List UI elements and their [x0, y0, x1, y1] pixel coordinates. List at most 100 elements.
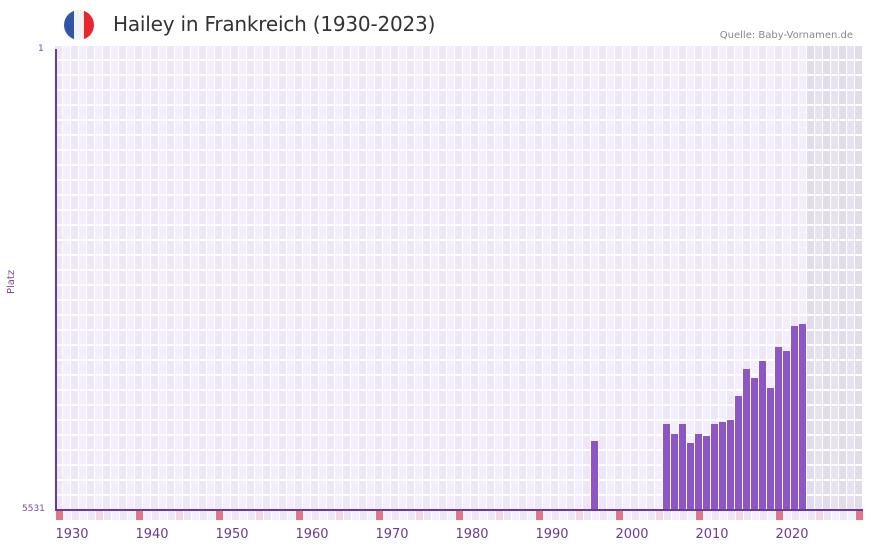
- x-tick-label: 1930: [55, 527, 89, 542]
- year-marker: [208, 511, 215, 520]
- grid-column: [311, 46, 319, 510]
- grid-column: [95, 46, 103, 510]
- year-marker: [272, 511, 279, 520]
- grid-column: [183, 46, 191, 510]
- year-marker: [848, 511, 855, 520]
- bar-2018[interactable]: [775, 347, 782, 510]
- grid-column: [327, 46, 335, 510]
- year-marker: [480, 511, 487, 520]
- year-marker: [712, 511, 719, 520]
- grid-column: [111, 46, 119, 510]
- year-marker: [448, 511, 455, 520]
- year-marker: [280, 511, 287, 520]
- grid-column: [855, 46, 863, 510]
- grid-column: [247, 46, 255, 510]
- year-marker: [296, 511, 303, 520]
- year-marker: [344, 511, 351, 520]
- year-marker: [328, 511, 335, 520]
- year-marker: [408, 511, 415, 520]
- bar-2007[interactable]: [687, 443, 694, 510]
- bar-2014[interactable]: [743, 369, 750, 510]
- bar-1995[interactable]: [591, 440, 598, 510]
- grid-column: [63, 46, 71, 510]
- grid-column: [847, 46, 855, 510]
- bar-2016[interactable]: [759, 361, 766, 510]
- year-marker: [248, 511, 255, 520]
- year-marker: [232, 511, 239, 520]
- bar-2008[interactable]: [695, 434, 702, 510]
- year-marker: [432, 511, 439, 520]
- grid-column: [135, 46, 143, 510]
- bar-2013[interactable]: [735, 396, 742, 510]
- grid-column: [263, 46, 271, 510]
- year-marker: [144, 511, 151, 520]
- bar-2004[interactable]: [663, 423, 670, 510]
- year-marker: [784, 511, 791, 520]
- year-marker: [856, 511, 863, 520]
- year-marker: [384, 511, 391, 520]
- bar-2005[interactable]: [671, 434, 678, 510]
- year-marker: [632, 511, 639, 520]
- grid-column: [679, 46, 687, 510]
- y-tick-bottom: 5531: [22, 504, 45, 514]
- year-marker: [240, 511, 247, 520]
- grid-column: [207, 46, 215, 510]
- year-marker: [592, 511, 599, 520]
- year-marker: [608, 511, 615, 520]
- grid-column: [199, 46, 207, 510]
- year-marker: [264, 511, 271, 520]
- grid-column: [583, 46, 591, 510]
- year-marker: [776, 511, 783, 520]
- grid-column: [503, 46, 511, 510]
- year-marker: [744, 511, 751, 520]
- grid-column: [527, 46, 535, 510]
- year-marker: [768, 511, 775, 520]
- year-marker: [624, 511, 631, 520]
- bar-2010[interactable]: [711, 424, 718, 510]
- source-credit: Quelle: Baby-Vornamen.de: [719, 30, 853, 41]
- bar-2006[interactable]: [679, 423, 686, 510]
- year-marker: [704, 511, 711, 520]
- grid-column: [559, 46, 567, 510]
- year-marker: [352, 511, 359, 520]
- year-marker: [440, 511, 447, 520]
- year-marker: [688, 511, 695, 520]
- grid-column: [287, 46, 295, 510]
- grid-column: [359, 46, 367, 510]
- bar-2021[interactable]: [799, 324, 806, 510]
- grid-column: [455, 46, 463, 510]
- bar-2020[interactable]: [791, 325, 798, 510]
- grid-column: [495, 46, 503, 510]
- bar-2011[interactable]: [719, 422, 726, 510]
- grid-column: [831, 46, 839, 510]
- year-marker: [672, 511, 679, 520]
- grid-column: [807, 46, 815, 510]
- year-marker: [752, 511, 759, 520]
- chart-title: Hailey in Frankreich (1930-2023): [113, 12, 436, 36]
- grid-column: [119, 46, 127, 510]
- grid-column: [759, 46, 767, 510]
- year-marker: [808, 511, 815, 520]
- year-marker: [600, 511, 607, 520]
- bar-2017[interactable]: [767, 388, 774, 510]
- bar-2012[interactable]: [727, 419, 734, 510]
- grid-column: [271, 46, 279, 510]
- year-marker: [680, 511, 687, 520]
- grid-column: [519, 46, 527, 510]
- grid-column: [431, 46, 439, 510]
- bar-2015[interactable]: [751, 378, 758, 510]
- grid-column: [607, 46, 615, 510]
- year-marker: [496, 511, 503, 520]
- grid-column: [415, 46, 423, 510]
- year-marker: [800, 511, 807, 520]
- year-marker: [568, 511, 575, 520]
- year-marker: [184, 511, 191, 520]
- year-marker: [224, 511, 231, 520]
- year-marker: [488, 511, 495, 520]
- bar-2009[interactable]: [703, 435, 710, 510]
- grid-column: [399, 46, 407, 510]
- year-marker: [72, 511, 79, 520]
- bar-2019[interactable]: [783, 351, 790, 510]
- year-marker: [640, 511, 647, 520]
- grid-column: [575, 46, 583, 510]
